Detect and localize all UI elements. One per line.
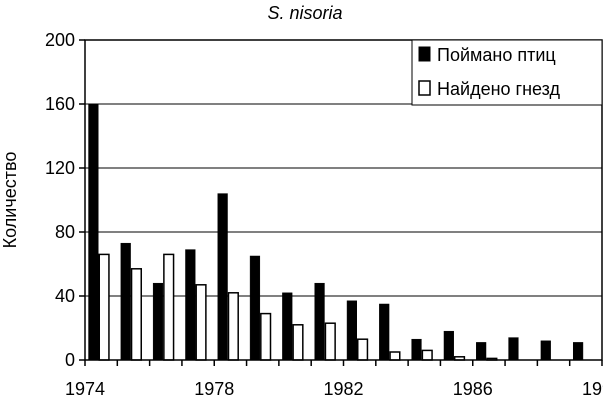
x-tick-label: 1986	[453, 379, 493, 399]
bar-nests	[98, 253, 110, 361]
bar-nests	[227, 292, 239, 361]
y-axis-label: Количество	[0, 152, 20, 249]
bar-nests	[324, 322, 336, 361]
x-axis: 1974 1978 1982 1986 1990	[65, 360, 603, 399]
bar-nests	[260, 312, 272, 361]
y-tick-label: 200	[45, 30, 75, 50]
bar-caught	[185, 249, 196, 361]
x-tick-label: 1974	[65, 379, 105, 399]
bar-nests	[130, 268, 143, 361]
bar-caught	[314, 282, 325, 361]
legend-box	[411, 39, 603, 106]
bar-caught	[443, 330, 454, 361]
legend-swatch-nests	[418, 80, 431, 96]
bar-caught	[572, 342, 584, 361]
x-tick-label: 1978	[194, 379, 234, 399]
y-tick-label: 40	[55, 286, 75, 306]
bar-caught	[476, 342, 487, 361]
y-axis: 0 40 80 120 160 200	[45, 30, 85, 370]
bar-nests	[292, 324, 304, 361]
legend-swatch-caught	[418, 46, 431, 62]
chart-title: S. nisoria	[267, 3, 342, 23]
bar-caught	[217, 193, 228, 361]
bar-caught	[88, 103, 99, 361]
legend-label-nests: Найдено гнезд	[437, 79, 561, 99]
bar-caught	[346, 300, 357, 361]
x-tick-label: 1982	[323, 379, 363, 399]
bar-caught	[152, 282, 164, 361]
bar-caught	[120, 242, 131, 361]
legend-label-caught: Поймано птиц	[437, 45, 556, 65]
bar-nests	[195, 284, 207, 361]
bar-caught	[249, 255, 261, 361]
x-tick-label: 1990	[582, 379, 603, 399]
bar-nests	[356, 338, 369, 361]
bar-caught	[411, 338, 422, 361]
bar-caught	[508, 337, 519, 361]
y-tick-label: 160	[45, 94, 75, 114]
y-tick-label: 0	[65, 350, 75, 370]
bar-caught	[540, 340, 551, 361]
legend: Поймано птиц Найдено гнезд	[411, 39, 603, 106]
y-tick-label: 80	[55, 222, 75, 242]
bar-nests	[421, 349, 433, 361]
bar-caught	[282, 292, 293, 361]
bar-nests	[389, 351, 401, 361]
bar-nests	[163, 253, 175, 361]
y-tick-label: 120	[45, 158, 75, 178]
bar-caught	[379, 303, 390, 361]
grid-lines	[85, 103, 602, 297]
